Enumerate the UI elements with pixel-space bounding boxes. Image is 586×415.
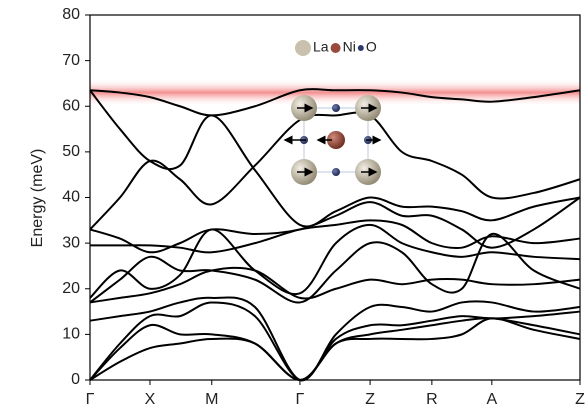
band-line (89, 266, 581, 304)
y-tick-label: 40 (62, 189, 80, 206)
legend-swatch (357, 45, 364, 51)
y-tick-label: 30 (62, 234, 80, 251)
legend-swatch (295, 40, 311, 56)
x-tick-label: Γ (86, 391, 95, 408)
x-tick-label: A (487, 391, 498, 408)
band-line (89, 88, 581, 117)
band-line (89, 296, 581, 382)
legend-label: La (313, 39, 329, 55)
legend-label: Ni (343, 39, 356, 55)
y-tick-label: 50 (62, 143, 80, 160)
y-tick-label: 60 (62, 97, 80, 114)
x-tick-label: X (145, 391, 156, 408)
band-line (89, 317, 581, 382)
band-line (89, 301, 581, 382)
y-tick-label: 10 (62, 326, 80, 343)
band-line (89, 232, 581, 304)
y-tick-label: 20 (62, 280, 80, 297)
y-tick-label: 70 (62, 52, 80, 69)
plot-frame (89, 14, 581, 381)
crystal-inset (283, 95, 382, 185)
legend-label: O (366, 39, 377, 55)
band-line (89, 317, 581, 382)
band-line (90, 219, 581, 254)
band-line (89, 223, 581, 299)
x-tick-label: Z (575, 391, 585, 408)
x-tick-label: Z (365, 391, 375, 408)
y-tick-label: 0 (71, 371, 80, 388)
band-line (89, 89, 581, 228)
x-tick-label: Γ (296, 391, 305, 408)
x-tick-label: M (205, 391, 218, 408)
band-line (89, 111, 581, 231)
x-tick-label: R (426, 391, 438, 408)
y-axis-label: Energy (meV) (29, 149, 46, 248)
y-tick-label: 80 (62, 6, 80, 23)
legend-swatch (330, 43, 341, 53)
highlight-band (90, 78, 580, 107)
